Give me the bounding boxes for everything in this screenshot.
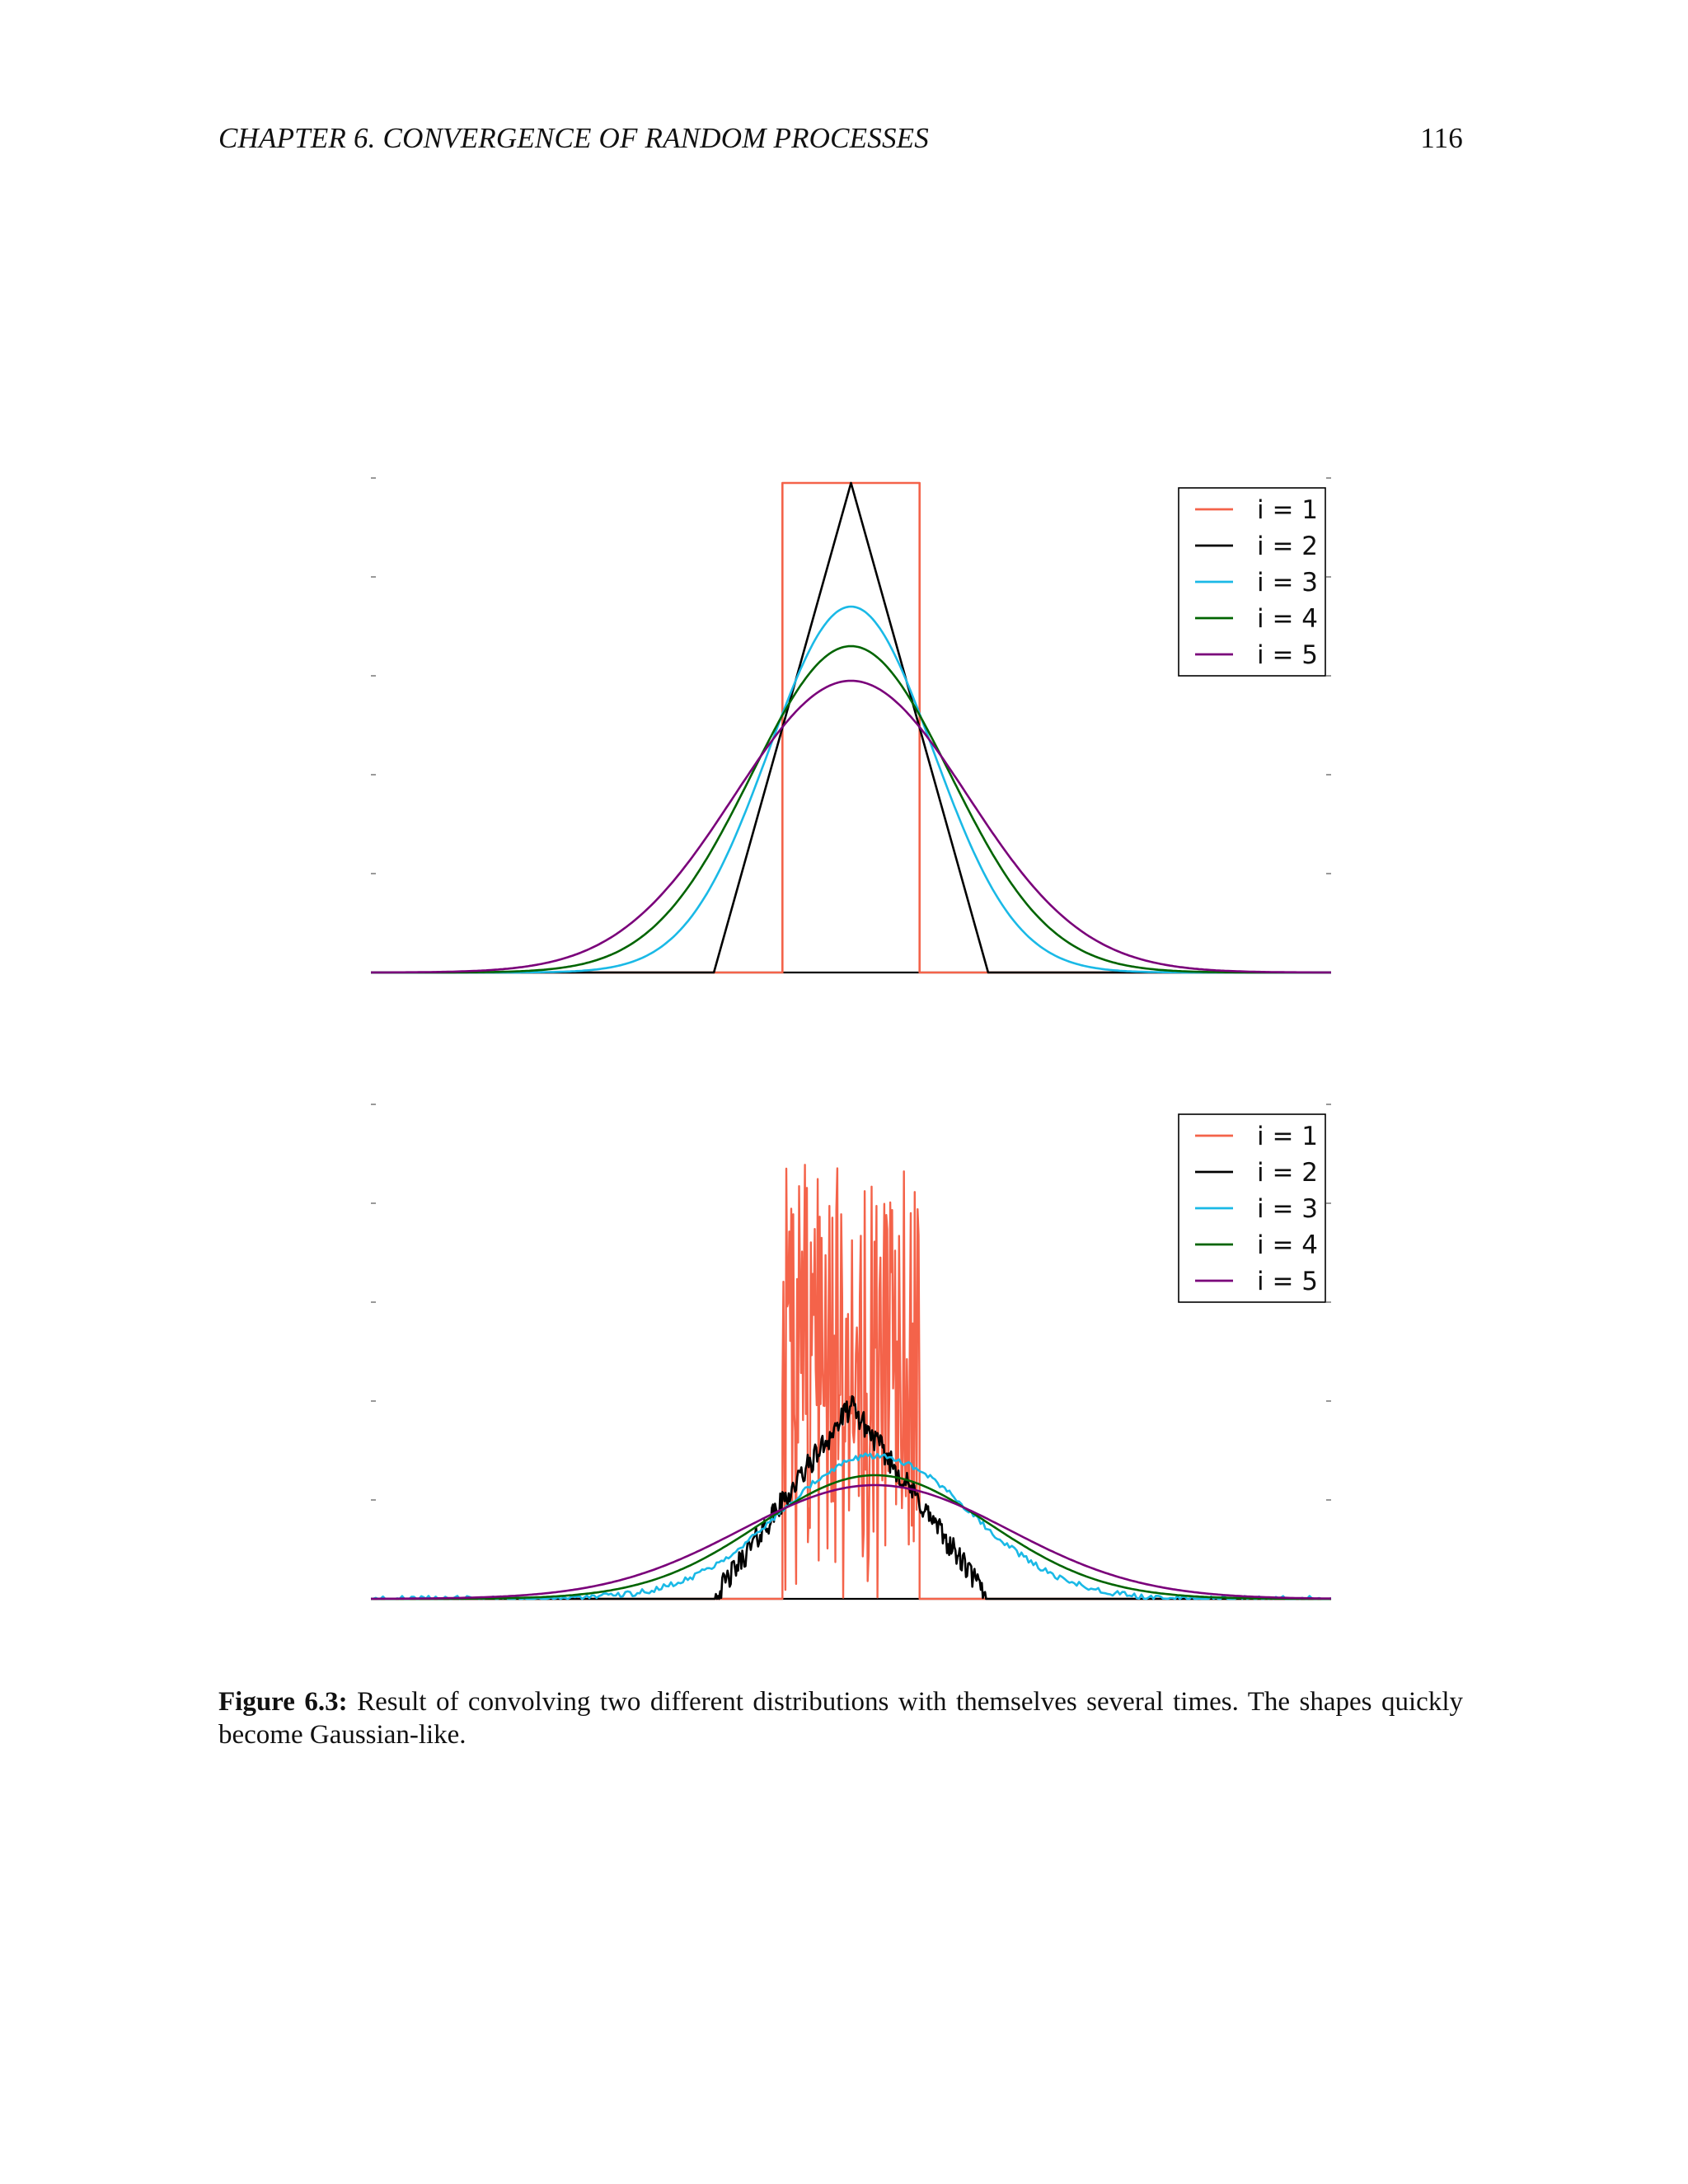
figure-caption: Figure 6.3: Result of convolving two dif…: [218, 1685, 1463, 1751]
page-number: 116: [1420, 122, 1463, 154]
chapter-title: CHAPTER 6. CONVERGENCE OF RANDOM PROCESS…: [218, 122, 929, 154]
legend-label-i2: i = 2: [1257, 532, 1318, 561]
series-i3-line: [371, 605, 1331, 974]
legend-label-i2: i = 2: [1257, 1158, 1318, 1188]
legend-label-i5: i = 5: [1257, 640, 1318, 670]
legend-box: [1178, 1113, 1326, 1303]
legend-label-i3: i = 3: [1257, 1194, 1318, 1224]
legend-label-i5: i = 5: [1257, 1267, 1318, 1296]
series-i5-line: [371, 1483, 1332, 1601]
series-i2-line: [371, 481, 1331, 974]
figure-caption-text: Result of convolving two different distr…: [218, 1687, 1463, 1750]
running-head: CHAPTER 6. CONVERGENCE OF RANDOM PROCESS…: [218, 122, 1463, 163]
legend-label-i4: i = 4: [1257, 1230, 1318, 1260]
series-i2-line: [371, 1394, 1331, 1601]
legend-label-i1: i = 1: [1257, 1122, 1318, 1151]
legend-label-i3: i = 3: [1257, 568, 1318, 598]
legend-label-i4: i = 4: [1257, 604, 1318, 634]
series-i1-line: [371, 1164, 1331, 1601]
legend-label-i1: i = 1: [1257, 495, 1318, 525]
series-i3-line: [370, 1452, 1332, 1601]
series-i5-line: [371, 679, 1331, 974]
chart-top: i = 1 i = 2 i = 3 i = 4 i = 5: [371, 477, 1331, 974]
figure-label: Figure 6.3:: [218, 1687, 348, 1717]
series-i4-line: [371, 1474, 1331, 1601]
chart-bottom: i = 1 i = 2 i = 3 i = 4 i = 5: [370, 1104, 1332, 1601]
series-i4-line: [371, 644, 1331, 974]
